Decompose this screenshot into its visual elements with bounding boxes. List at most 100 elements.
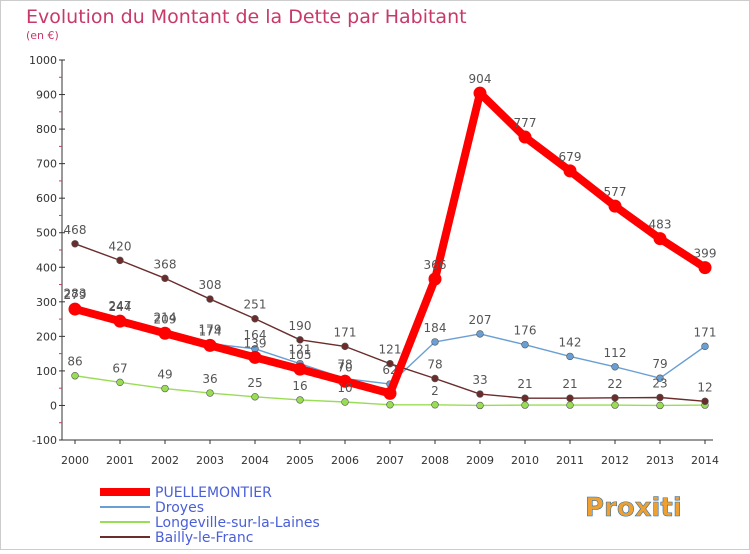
data-label: 209 <box>154 312 177 326</box>
x-tick-label: 2007 <box>376 454 404 467</box>
data-point <box>521 340 529 349</box>
data-point <box>428 272 442 286</box>
data-label: 171 <box>694 325 717 339</box>
y-tick-label: 100 <box>36 365 57 378</box>
y-tick-label: -100 <box>32 434 57 447</box>
data-labels: 2792442091741391057036690477767957748339… <box>64 72 717 398</box>
data-point <box>251 393 259 401</box>
legend-label: Bailly-le-Franc <box>155 530 253 546</box>
data-label: 777 <box>514 116 537 130</box>
y-tick-label: 500 <box>36 227 57 240</box>
data-label: 12 <box>697 380 712 394</box>
data-point <box>251 315 259 323</box>
data-point <box>338 374 352 388</box>
data-point <box>206 295 214 303</box>
data-label: 174 <box>199 324 222 338</box>
data-label: 78 <box>337 358 352 372</box>
chart-title: Evolution du Montant de la Dette par Hab… <box>26 6 467 28</box>
data-point <box>383 386 397 400</box>
legend-label: Droyes <box>155 500 204 516</box>
data-point <box>116 378 124 387</box>
data-label: 67 <box>112 361 127 375</box>
data-label: 247 <box>109 299 132 313</box>
data-point <box>563 164 577 178</box>
data-label: 142 <box>559 335 582 349</box>
data-point <box>431 338 439 346</box>
data-point <box>161 274 169 283</box>
data-point <box>566 401 574 409</box>
y-tick-label: 600 <box>36 192 57 205</box>
data-label: 207 <box>469 313 492 327</box>
series-layer <box>68 86 712 410</box>
data-label: 679 <box>559 150 582 164</box>
data-label: 23 <box>652 377 667 391</box>
data-label: 184 <box>424 321 447 335</box>
x-tick-label: 2000 <box>61 454 89 467</box>
data-point <box>521 394 529 402</box>
data-label: 176 <box>514 324 537 338</box>
data-label: 121 <box>379 343 402 357</box>
data-point <box>611 401 619 409</box>
data-point <box>293 362 307 376</box>
data-label: 79 <box>652 357 667 371</box>
data-label: 214 <box>154 311 177 325</box>
data-point <box>656 374 664 382</box>
data-point <box>611 394 619 402</box>
data-point <box>521 401 529 409</box>
data-point <box>476 390 484 398</box>
data-label: 78 <box>427 358 442 372</box>
x-tick-label: 2006 <box>331 454 359 467</box>
data-label: 399 <box>694 247 717 261</box>
data-point <box>341 398 349 406</box>
data-point <box>476 401 484 410</box>
x-tick-label: 2001 <box>106 454 134 467</box>
data-label: 25 <box>247 376 262 390</box>
watermark-logo: Proxiti <box>585 493 682 524</box>
data-label: 2 <box>431 384 439 398</box>
data-label: 21 <box>517 377 532 391</box>
y-tick-label: 1000 <box>29 54 57 67</box>
data-point <box>158 326 172 340</box>
data-point <box>296 336 304 344</box>
y-tick-label: 900 <box>36 89 57 102</box>
y-tick-label: 200 <box>36 330 57 343</box>
y-tick-label: 700 <box>36 158 57 171</box>
x-tick-label: 2010 <box>511 454 539 467</box>
data-point <box>701 342 709 351</box>
data-label: 244 <box>109 300 132 314</box>
x-tick-label: 2008 <box>421 454 449 467</box>
data-point <box>206 389 214 397</box>
data-label: 283 <box>64 287 87 301</box>
x-tick-label: 2003 <box>196 454 224 467</box>
data-point <box>296 396 304 404</box>
data-label: 16 <box>292 379 307 393</box>
data-point <box>473 86 487 100</box>
data-point <box>386 359 394 368</box>
data-label: 33 <box>472 373 487 387</box>
data-label: 121 <box>289 343 312 357</box>
data-point <box>431 401 439 409</box>
data-label: 190 <box>289 319 312 333</box>
data-label: 22 <box>607 377 622 391</box>
data-point <box>656 401 664 410</box>
y-tick-label: 300 <box>36 296 57 309</box>
data-point <box>476 330 484 338</box>
data-point <box>653 232 667 246</box>
chart-subtitle: (en €) <box>26 29 59 42</box>
data-point <box>431 374 439 383</box>
data-label: 21 <box>562 377 577 391</box>
x-tick-label: 2013 <box>646 454 674 467</box>
data-label: 62 <box>382 363 397 377</box>
x-tick-label: 2004 <box>241 454 269 467</box>
x-tick-label: 2002 <box>151 454 179 467</box>
data-point <box>248 350 262 364</box>
data-label: 112 <box>604 346 627 360</box>
data-label: 86 <box>67 355 82 369</box>
y-tick-label: 800 <box>36 123 57 136</box>
data-point <box>566 352 574 361</box>
data-point <box>386 401 394 409</box>
data-label: 483 <box>649 218 672 232</box>
data-label: 279 <box>64 288 87 302</box>
data-label: 171 <box>334 325 357 339</box>
